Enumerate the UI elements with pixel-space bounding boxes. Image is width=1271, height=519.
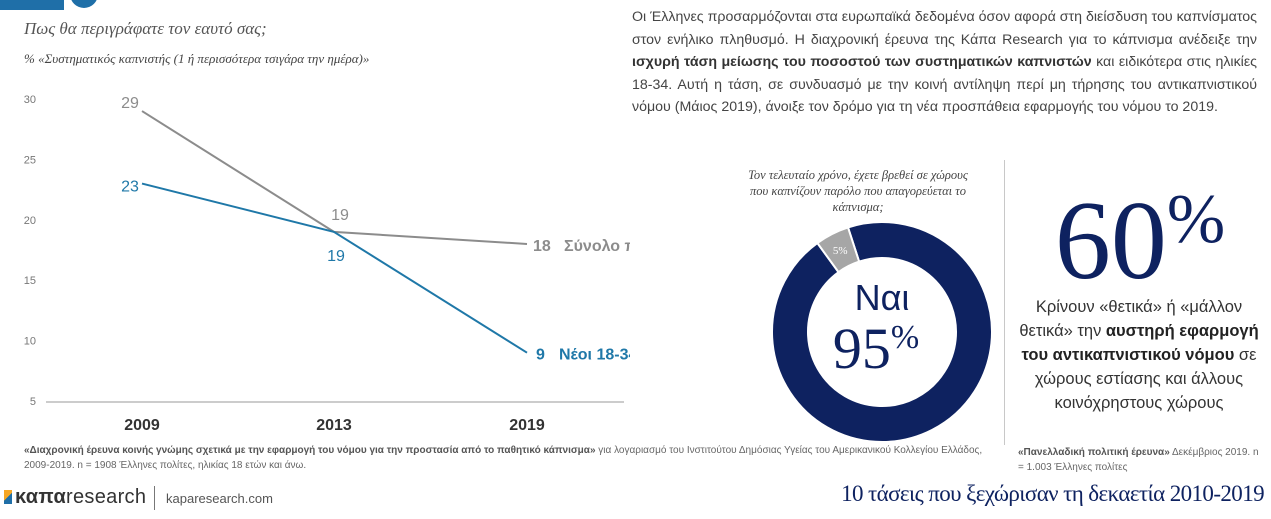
logo-separator bbox=[154, 486, 155, 510]
logo-mark-icon bbox=[4, 490, 12, 504]
stat-text-2: σε χώρους εστίασης και άλλους κοινόχρηστ… bbox=[1034, 346, 1257, 412]
data-label: 18 bbox=[533, 238, 551, 255]
intro-text-2: και ειδικότερα στις ηλικίες 18-34. Αυτή … bbox=[632, 54, 1257, 115]
series-line bbox=[141, 110, 528, 245]
chart-subtitle: % «Συστηματικός καπνιστής (1 ή περισσότε… bbox=[24, 51, 370, 66]
x-tick-label: 2019 bbox=[509, 417, 545, 434]
data-label: 29 bbox=[121, 95, 139, 112]
logo-rest: research bbox=[66, 486, 147, 508]
stat-percentage: 60% bbox=[1030, 154, 1250, 307]
data-label: 19 bbox=[331, 207, 349, 224]
smokers-line-chart: 30 25 20 15 10 5 2009 2013 2019 29 19 18 Σύνολο πληθ… bbox=[24, 94, 630, 434]
donut-question: Τον τελευταίο χρόνο, έχετε βρεθεί σε χώρ… bbox=[748, 168, 968, 214]
source-left-rest: για λογαριασμό του Ινστιτούτου Δημόσιας … bbox=[24, 445, 983, 471]
donut-center-value: 95% bbox=[833, 316, 919, 381]
kapa-logo: καπαresearch bbox=[4, 486, 146, 509]
intro-text-1: Οι Έλληνες προσαρμόζονται στα ευρωπαϊκά … bbox=[632, 9, 1257, 48]
y-tick-label: 15 bbox=[24, 275, 36, 287]
header-accent-circle bbox=[70, 0, 98, 8]
logo-bold: καπα bbox=[15, 486, 67, 508]
header-accent-bar bbox=[0, 0, 64, 10]
stat-percent-sign: % bbox=[1166, 181, 1226, 258]
donut-slice bbox=[772, 222, 992, 442]
series-line bbox=[141, 182, 528, 354]
series-name-label: Νέοι 18-34 ετών bbox=[559, 347, 630, 364]
donut-slice bbox=[815, 226, 861, 274]
stat-value: 60 bbox=[1054, 179, 1167, 303]
stat-text-1: Κρίνουν «θετικά» ή «μάλλον θετικά» την bbox=[1019, 298, 1243, 340]
footer-title: 10 τάσεις που ξεχώρισαν τη δεκαετία 2010… bbox=[841, 481, 1265, 506]
intro-bold: ισχυρή τάση μείωσης του ποσοστού των συσ… bbox=[632, 54, 1092, 70]
y-tick-label: 20 bbox=[24, 215, 36, 227]
series-name-label: Σύνολο πληθυσμού bbox=[564, 238, 630, 255]
stat-bold: αυστηρή εφαρμογή του αντικαπνιστικού νόμ… bbox=[1021, 322, 1259, 364]
x-tick-label: 2009 bbox=[124, 417, 160, 434]
data-label: 23 bbox=[121, 179, 139, 196]
data-label: 19 bbox=[327, 248, 345, 265]
y-tick-label: 5 bbox=[30, 396, 36, 408]
y-tick-label: 10 bbox=[24, 336, 36, 348]
source-right-bold: «Πανελλαδική πολιτική έρευνα» bbox=[1018, 447, 1170, 458]
intro-paragraph: Οι Έλληνες προσαρμόζονται στα ευρωπαϊκά … bbox=[632, 6, 1257, 119]
source-right-rest: Δεκέμβριος 2019. n = 1.003 Έλληνες πολίτ… bbox=[1018, 447, 1259, 473]
donut-small-slice-label: 5% bbox=[833, 245, 848, 257]
source-note-right: «Πανελλαδική πολιτική έρευνα» Δεκέμβριος… bbox=[1018, 445, 1263, 475]
donut-center-label: Ναι bbox=[855, 277, 910, 318]
y-tick-label: 30 bbox=[24, 94, 36, 106]
x-tick-label: 2013 bbox=[316, 417, 352, 434]
vertical-divider bbox=[1004, 160, 1005, 445]
website-link[interactable]: kaparesearch.com bbox=[166, 491, 273, 506]
stat-description: Κρίνουν «θετικά» ή «μάλλον θετικά» την α… bbox=[1010, 295, 1268, 415]
y-tick-label: 25 bbox=[24, 154, 36, 166]
source-note-left: «Διαχρονική έρευνα κοινής γνώμης σχετικά… bbox=[24, 443, 996, 473]
source-left-bold: «Διαχρονική έρευνα κοινής γνώμης σχετικά… bbox=[24, 445, 596, 456]
chart-question: Πως θα περιγράφατε τον εαυτό σας; bbox=[24, 19, 267, 38]
data-label: 9 bbox=[536, 347, 545, 364]
